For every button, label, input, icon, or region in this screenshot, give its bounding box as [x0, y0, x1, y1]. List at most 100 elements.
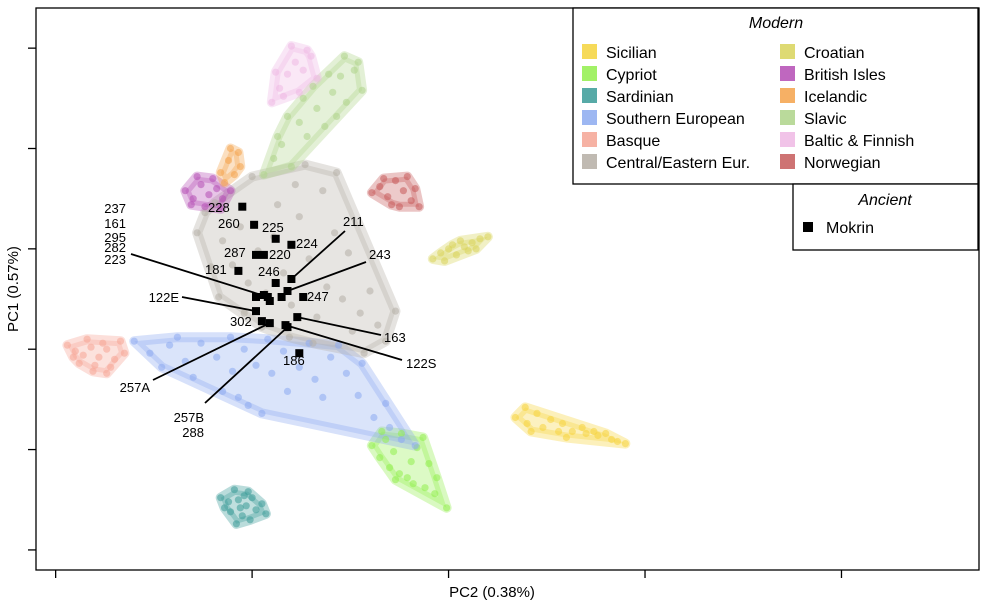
point-central-eastern-eur-: [287, 301, 295, 309]
point-croatian: [448, 241, 457, 249]
point-norwegian: [399, 187, 407, 195]
mokrin-sample-237: [252, 293, 260, 301]
point-sardinian: [238, 512, 246, 520]
point-british-isles: [219, 195, 227, 203]
sample-label-237: 237: [104, 201, 126, 216]
sample-label-161: 161: [104, 216, 126, 231]
point-cypriot: [395, 470, 403, 478]
point-sardinian: [230, 486, 238, 494]
point-basque: [103, 345, 111, 353]
point-slavic: [270, 154, 278, 163]
sample-label-224: 224: [296, 236, 318, 251]
legend-ancient-box: [792, 183, 979, 251]
point-sicilian: [547, 415, 555, 424]
point-southern-european: [264, 335, 272, 343]
point-basque: [87, 343, 95, 351]
sample-label-163: 163: [384, 330, 406, 345]
sample-label-122s: 122S: [406, 356, 437, 371]
point-slavic: [358, 86, 366, 94]
point-central-eastern-eur-: [356, 309, 364, 317]
point-slavic: [283, 112, 292, 120]
point-central-eastern-eur-: [331, 229, 339, 237]
point-southern-european: [268, 369, 276, 377]
point-cypriot: [433, 474, 441, 482]
point-baltic-finnish: [268, 98, 276, 106]
point-central-eastern-eur-: [333, 169, 341, 177]
point-central-eastern-eur-: [291, 181, 299, 189]
point-southern-european: [197, 339, 205, 347]
point-cypriot: [390, 448, 398, 456]
point-croatian: [476, 235, 484, 243]
point-baltic-finnish: [283, 70, 292, 78]
point-slavic: [321, 122, 329, 130]
point-slavic: [287, 163, 295, 171]
axes: [28, 47, 843, 578]
legend-swatch: [780, 44, 795, 59]
legend-label: Croatian: [804, 45, 864, 62]
point-cypriot: [386, 464, 394, 472]
modern-points: [63, 42, 630, 528]
point-sicilian: [590, 427, 598, 436]
point-southern-european: [397, 435, 405, 444]
point-icelandic: [217, 169, 225, 177]
point-central-eastern-eur-: [215, 293, 223, 301]
point-slavic: [278, 140, 286, 149]
sample-label-260: 260: [218, 216, 240, 231]
point-southern-european: [370, 413, 378, 422]
point-central-eastern-eur-: [207, 263, 215, 271]
legend-modern-box: [572, 7, 979, 185]
point-southern-european: [411, 442, 419, 450]
leader-line-122s: [285, 324, 403, 361]
point-croatian: [441, 257, 449, 265]
point-norwegian: [391, 177, 400, 185]
point-slavic: [336, 72, 345, 80]
legend-label: British Isles: [804, 67, 886, 84]
point-southern-european: [213, 353, 221, 361]
point-british-isles: [217, 205, 225, 213]
point-southern-european: [244, 401, 252, 409]
mokrin-sample-302: [257, 317, 266, 326]
sample-label-257a: 257A: [120, 380, 151, 395]
point-sicilian: [582, 429, 590, 438]
point-southern-european: [342, 369, 350, 377]
point-cypriot: [391, 476, 400, 484]
point-basque: [116, 337, 125, 345]
point-slavic: [342, 98, 350, 106]
point-slavic: [340, 52, 348, 60]
point-norwegian: [407, 197, 415, 205]
point-sicilian: [539, 423, 547, 432]
point-central-eastern-eur-: [295, 213, 303, 221]
sample-label-225: 225: [262, 220, 284, 235]
point-british-isles: [187, 201, 195, 209]
point-central-eastern-eur-: [391, 307, 400, 315]
legend-label: Southern European: [606, 111, 745, 128]
legend-swatch: [582, 154, 597, 169]
point-sicilian: [521, 403, 529, 411]
point-southern-european: [146, 349, 154, 357]
leader-line-223: [130, 253, 269, 298]
point-basque: [120, 349, 128, 357]
point-icelandic: [226, 144, 235, 153]
point-sicilian: [613, 437, 622, 446]
legend-swatch: [582, 132, 597, 147]
point-southern-european: [173, 333, 181, 341]
legend-mokrin-label: Mokrin: [826, 220, 874, 237]
point-central-eastern-eur-: [248, 173, 256, 181]
point-basque: [111, 355, 119, 363]
point-cypriot: [431, 490, 439, 498]
sample-label-282: 282: [104, 240, 126, 255]
point-southern-european: [166, 341, 174, 349]
point-sicilian: [562, 433, 571, 442]
point-sardinian: [240, 492, 248, 500]
point-central-eastern-eur-: [338, 295, 347, 303]
point-southern-european: [386, 423, 394, 432]
point-central-eastern-eur-: [301, 161, 309, 169]
legend-swatch: [780, 154, 795, 169]
legend-label: Sardinian: [606, 89, 674, 106]
point-basque: [103, 369, 111, 377]
point-sardinian: [221, 504, 229, 512]
point-sardinian: [224, 498, 233, 506]
point-southern-european: [252, 361, 260, 369]
point-central-eastern-eur-: [366, 287, 374, 295]
